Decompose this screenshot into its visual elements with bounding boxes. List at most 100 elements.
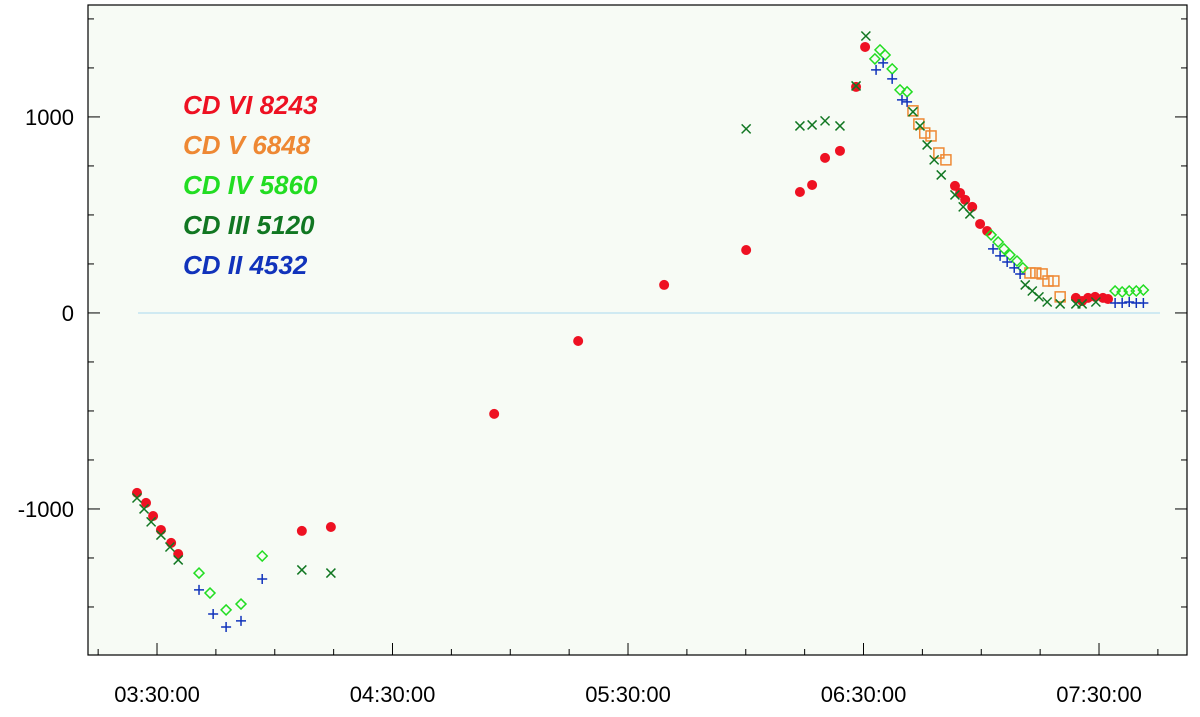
point — [907, 105, 919, 117]
point — [860, 30, 871, 42]
point — [1077, 298, 1088, 309]
x-tick-label: 03:30:00 — [114, 682, 200, 707]
point — [940, 154, 952, 166]
point — [820, 152, 831, 163]
point — [1016, 261, 1029, 274]
point — [1042, 275, 1054, 287]
point — [918, 127, 931, 139]
y-tick-label: -1000 — [18, 497, 74, 522]
point — [192, 567, 206, 580]
point — [1124, 296, 1135, 307]
point — [236, 615, 247, 626]
point — [964, 208, 975, 219]
point — [194, 584, 205, 595]
point — [173, 554, 184, 565]
point — [1009, 262, 1020, 273]
point — [933, 147, 945, 159]
point — [1138, 297, 1149, 308]
legend-entry: CD III 5120 — [183, 210, 315, 240]
point — [868, 52, 881, 65]
point — [896, 94, 907, 105]
point — [860, 41, 871, 52]
plot-area — [87, 4, 1188, 656]
point — [985, 228, 998, 241]
point — [139, 503, 150, 514]
point — [659, 279, 670, 290]
point — [1042, 296, 1053, 307]
point — [1036, 268, 1048, 280]
point — [1003, 248, 1016, 261]
point — [960, 194, 971, 205]
point — [1024, 267, 1036, 279]
point — [1010, 254, 1024, 268]
point — [1054, 291, 1066, 303]
point — [997, 242, 1011, 255]
point — [325, 568, 336, 579]
point — [922, 139, 933, 150]
point — [893, 83, 907, 96]
legend-entry: CD VI 8243 — [183, 90, 318, 120]
point — [155, 530, 166, 541]
point — [131, 487, 142, 498]
point — [907, 106, 919, 117]
point — [573, 335, 584, 346]
x-tick-label: 06:30:00 — [821, 682, 907, 707]
point — [1055, 298, 1066, 309]
point — [1002, 256, 1013, 267]
legend-entry: CD II 4532 — [183, 250, 308, 280]
point — [146, 516, 157, 527]
point — [1090, 296, 1101, 307]
legend-entry: CD IV 5860 — [183, 170, 318, 200]
point — [982, 226, 993, 237]
point — [794, 187, 805, 198]
point — [1030, 267, 1042, 279]
point — [949, 189, 960, 200]
point — [929, 154, 940, 165]
point — [936, 169, 947, 180]
point — [234, 597, 248, 611]
point — [871, 64, 882, 75]
x-tick-label: 05:30:00 — [585, 682, 671, 707]
point — [741, 245, 752, 256]
point — [164, 541, 175, 553]
point — [1109, 284, 1122, 298]
point — [131, 492, 143, 504]
point — [296, 564, 307, 575]
point — [902, 96, 913, 107]
point — [851, 80, 862, 91]
y-tick-label: 1000 — [25, 105, 74, 130]
point — [1117, 297, 1128, 308]
point — [807, 179, 818, 190]
point — [794, 120, 805, 131]
point — [878, 57, 889, 68]
point — [879, 48, 892, 62]
point — [988, 243, 999, 254]
point — [1015, 268, 1026, 279]
point — [155, 524, 166, 535]
point — [834, 145, 845, 156]
point — [975, 218, 986, 229]
point — [1137, 283, 1150, 297]
point — [834, 120, 845, 131]
point — [995, 250, 1006, 261]
point — [173, 549, 184, 560]
point — [913, 118, 925, 130]
y-tick-label: 0 — [62, 301, 74, 326]
point — [992, 235, 1005, 249]
point — [820, 115, 831, 126]
point — [887, 73, 898, 84]
point — [257, 573, 268, 584]
point — [256, 549, 269, 563]
point — [967, 201, 978, 212]
point — [741, 123, 752, 134]
point — [208, 609, 219, 620]
point — [1103, 294, 1114, 305]
point — [955, 187, 966, 198]
point — [220, 603, 233, 616]
point — [915, 120, 926, 131]
legend-entry: CD V 6848 — [183, 130, 311, 160]
x-tick-label: 04:30:00 — [350, 682, 436, 707]
point — [325, 521, 336, 532]
